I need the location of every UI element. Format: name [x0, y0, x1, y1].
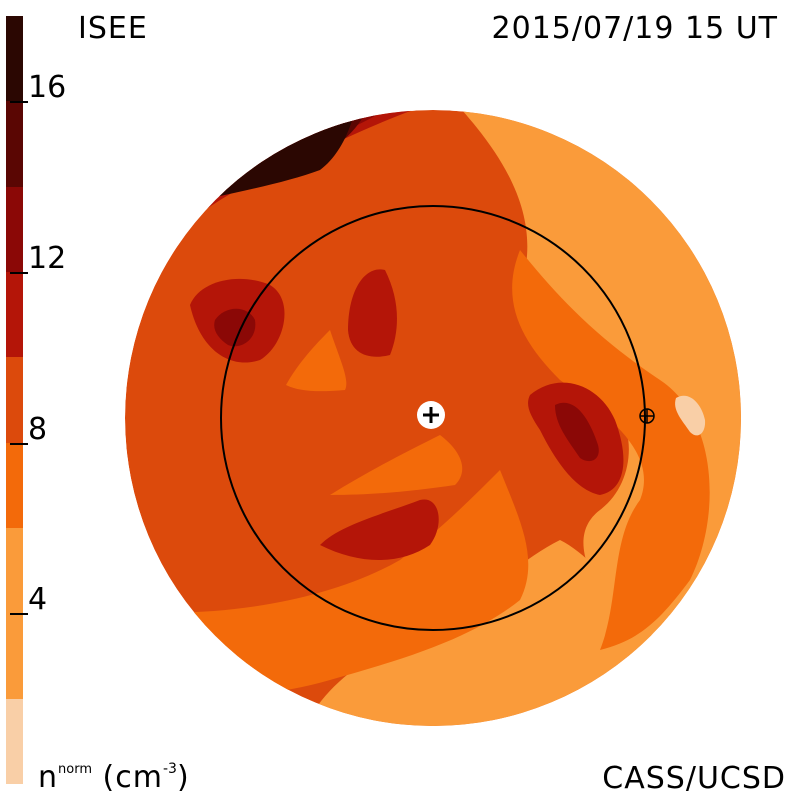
colorbar — [6, 16, 23, 784]
units-paren: (cm — [102, 760, 163, 795]
colorbar-tick-12: 12 — [10, 241, 67, 276]
units-exponent: -3 — [162, 761, 177, 777]
colorbar-level-4 — [6, 272, 23, 358]
units-superscript: norm — [58, 762, 92, 777]
colorbar-level-7 — [6, 16, 23, 102]
contour-mid-east — [512, 250, 710, 650]
units-label: nnorm (cm-3) — [38, 762, 190, 793]
colorbar-level-5 — [6, 186, 23, 272]
units-base: n — [38, 760, 59, 795]
colorbar-level-2 — [6, 442, 23, 528]
colorbar-level-6 — [6, 101, 23, 187]
contour-blob-south — [320, 499, 439, 560]
contour-pocket-west — [286, 330, 347, 392]
colorbar-tick-mark — [10, 272, 28, 274]
colorbar-tick-label: 8 — [28, 411, 48, 447]
colorbar-tick-label: 16 — [28, 70, 67, 106]
colorbar-level-3 — [6, 357, 23, 443]
contour-blob-north — [348, 269, 397, 357]
sun-marker — [417, 401, 445, 429]
colorbar-tick-mark — [10, 613, 28, 616]
colorbar-tick-label: 12 — [28, 241, 67, 276]
colorbar-tick-mark — [10, 101, 28, 104]
earth-orbit-circle — [220, 205, 646, 631]
colorbar-tick-mark — [10, 442, 28, 445]
timestamp-label: 2015/07/19 15 UT — [491, 11, 778, 46]
colorbar-tick-4: 4 — [10, 582, 48, 618]
contour-pocket-south — [330, 435, 463, 495]
colorbar-tick-8: 8 — [10, 411, 48, 447]
colorbar-tick-16: 16 — [10, 70, 67, 106]
colorbar-level-0 — [6, 698, 23, 784]
colorbar-tick-label: 4 — [28, 582, 48, 618]
contour-core-east — [555, 402, 599, 462]
credit-label: CASS/UCSD — [602, 761, 786, 796]
instrument-label: ISEE — [78, 11, 148, 46]
units-close: ) — [176, 760, 190, 795]
contour-faint-east — [675, 395, 706, 436]
earth-marker — [639, 408, 655, 424]
